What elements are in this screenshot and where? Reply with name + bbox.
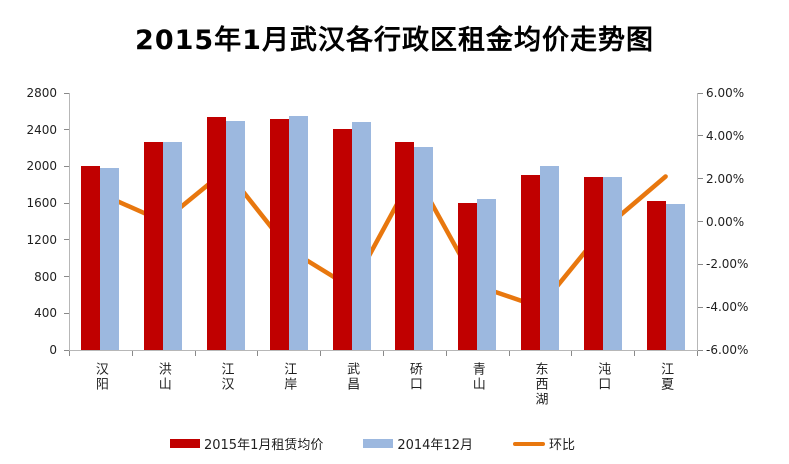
x-axis-tick [445,351,447,356]
y-axis-right-label: 6.00% [706,86,745,100]
bar-dec2014-2 [226,121,245,350]
bar-dec2014-8 [602,176,622,350]
x-axis-tick [257,351,259,356]
y-axis-right-tick [698,221,703,222]
bar-jan2015-7 [521,174,540,350]
y-axis-left-label: 2400 [26,122,57,137]
x-axis-label-4: 武昌 [320,362,383,392]
x-axis-label-7: 东西湖 [509,362,572,407]
y-axis-left-tick [64,129,69,131]
x-axis-tick [320,351,322,356]
bar-jan2015-3 [269,118,289,350]
legend-label-jan2015: 2015年1月租赁均价 [203,438,324,453]
x-axis-label-text: 武昌 [344,362,360,392]
x-axis-tick [634,351,636,356]
y-axis-right-tick [698,178,703,180]
y-axis-right-tick [698,135,703,137]
y-axis-left-label: 2800 [26,86,57,100]
x-axis-label-text: 青山 [469,362,485,392]
bar-dec2014-5 [414,147,434,350]
trend-line-layer [98,166,668,310]
bar-jan2015-9 [646,201,666,350]
bar-jan2015-4 [332,128,352,350]
y-axis-left-tick [64,276,69,278]
x-axis-label-8: 沌口 [571,362,634,392]
bar-dec2014-6 [477,198,497,350]
x-axis-tick [508,351,510,356]
chart-legend: 2015年1月租赁均价 2014年12月 环比 [0,434,745,453]
y-axis-left-line [69,93,70,351]
bar-dec2014-1 [163,141,183,350]
bar-jan2015-6 [458,203,478,350]
y-axis-right-label: -4.00% [706,300,749,315]
legend-swatch-dec2014 [363,439,394,448]
x-axis-tick [194,351,196,356]
y-axis-left-tick [64,239,69,241]
x-axis-label-3: 江岸 [257,362,320,392]
x-axis-tick [697,351,698,356]
legend-swatch-jan2015 [169,439,200,448]
y-axis-left-label: 800 [34,269,57,284]
legend-label-mom: 环比 [548,438,575,453]
legend-label-dec2014: 2014年12月 [397,438,473,453]
y-axis-right-tick [698,263,703,265]
bar-dec2014-0 [100,168,120,350]
x-axis-label-text: 江汉 [218,362,234,392]
x-axis-label-text: 沌口 [595,362,611,392]
x-axis-label-6: 青山 [446,362,509,392]
x-axis-tick [383,351,384,356]
y-axis-left-tick [64,349,69,351]
y-axis-right-label: 2.00% [706,171,745,186]
bar-jan2015-0 [81,166,101,350]
x-axis-label-0: 汉阳 [69,362,132,392]
bar-jan2015-8 [583,177,603,350]
bar-dec2014-3 [288,115,308,350]
y-axis-right-tick [698,349,703,351]
bar-jan2015-1 [144,141,164,350]
legend-item-jan2015: 2015年1月租赁均价 [169,434,324,453]
y-axis-right-tick [698,306,703,308]
x-axis-line [69,350,698,351]
x-axis-label-1: 洪山 [132,362,195,392]
y-axis-right-line [697,93,698,351]
x-axis-label-text: 东西湖 [532,362,548,407]
x-axis-label-text: 洪山 [155,362,171,392]
bar-dec2014-9 [665,204,685,350]
y-axis-right-label: -2.00% [706,257,749,272]
x-axis-tick [131,351,133,356]
y-axis-left-tick [64,165,69,167]
y-axis-right-label: 4.00% [706,128,745,143]
bar-dec2014-4 [351,122,371,350]
y-axis-left-tick [64,202,69,204]
y-axis-left-label: 2000 [26,159,57,174]
y-axis-right-label: -6.00% [706,343,749,357]
x-axis-label-text: 江夏 [658,362,674,392]
y-axis-left-label: 1600 [26,196,57,211]
y-axis-right-label: 0.00% [706,214,745,229]
y-axis-left-tick [64,312,69,314]
x-axis-label-text: 江岸 [281,362,297,392]
x-axis-tick [69,351,70,356]
legend-swatch-mom-line [512,441,545,446]
x-axis-label-9: 江夏 [634,362,697,392]
x-axis-label-5: 硚口 [383,362,446,392]
bar-dec2014-7 [540,166,559,350]
y-axis-left-tick [64,92,69,94]
x-axis-tick [571,351,573,356]
legend-item-dec2014: 2014年12月 [363,434,473,453]
y-axis-left-label: 0 [49,343,57,357]
y-axis-left-label: 400 [34,306,57,321]
x-axis-label-2: 江汉 [195,362,258,392]
y-axis-right-tick [698,92,703,94]
x-axis-label-text: 硚口 [406,362,422,392]
bar-jan2015-2 [207,116,226,350]
mom-trend-line [98,166,668,310]
chart-title: 2015年1月武汉各行政区租金均价走势图 [135,25,654,56]
legend-item-mom: 环比 [512,434,575,453]
x-axis-label-text: 汉阳 [92,362,108,392]
y-axis-left-label: 1200 [26,232,57,247]
bar-jan2015-5 [395,141,415,350]
